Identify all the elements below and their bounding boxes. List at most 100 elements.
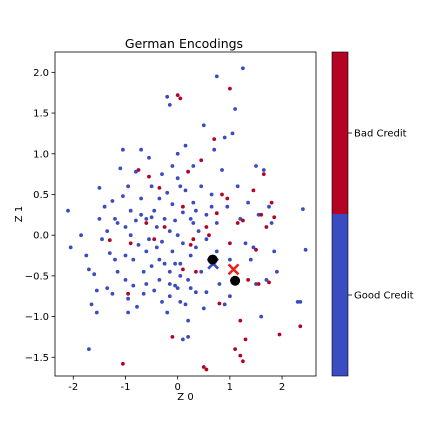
good-credit-point (89, 302, 94, 307)
good-credit-point (105, 229, 110, 234)
bad-credit-point (157, 186, 162, 190)
good-credit-point (135, 304, 139, 309)
good-credit-point (167, 282, 172, 286)
good-credit-point (246, 200, 251, 205)
good-credit-point (87, 267, 91, 272)
x-tick-label: -2 (68, 382, 78, 393)
good-credit-point (259, 314, 264, 319)
good-credit-point (201, 123, 206, 128)
bad-credit-point (254, 247, 258, 252)
good-credit-point (204, 212, 209, 217)
bad-credit-point (162, 225, 167, 229)
good-credit-point (141, 269, 146, 274)
good-credit-point (254, 282, 258, 286)
good-credit-point (181, 210, 185, 215)
good-credit-point (256, 212, 261, 217)
good-credit-point (214, 249, 219, 254)
bad-credit-point (228, 241, 232, 246)
good-credit-point (181, 337, 185, 342)
scatter-points (66, 66, 308, 372)
y-tick-label: 0.5 (33, 190, 49, 201)
bad-credit-point (228, 86, 232, 91)
good-credit-point (123, 225, 128, 229)
good-credit-point (267, 204, 271, 209)
good-credit-point (243, 241, 248, 246)
good-credit-point (303, 247, 308, 252)
centroid-markers (207, 254, 241, 286)
good-credit-point (191, 221, 196, 225)
bad-credit-point (241, 218, 245, 223)
x-tick-label: 2 (279, 382, 285, 393)
bad-credit-point (175, 93, 180, 97)
bad-credit-point (246, 278, 251, 282)
good-credit-point (222, 302, 227, 307)
good-credit-point (298, 300, 303, 304)
good-credit-point (295, 300, 300, 304)
good-credit-point (175, 176, 180, 181)
bad-credit-point (170, 335, 175, 339)
bad-credit-point (194, 269, 198, 274)
y-tick-label: 2.0 (33, 68, 49, 79)
bad-credit-point (298, 324, 303, 329)
bad-credit-point (277, 332, 282, 337)
bad-credit-point (220, 192, 224, 197)
good-credit-point (209, 204, 214, 209)
good-credit-point (186, 278, 191, 282)
good-credit-point (183, 143, 188, 148)
bad-credit-point (217, 301, 222, 306)
bad-credit-point (121, 361, 125, 366)
good-credit-point (178, 274, 183, 278)
good-credit-point (110, 199, 115, 203)
bad-credit-point (214, 211, 219, 216)
good-credit-point (186, 318, 191, 323)
good-credit-point (68, 245, 73, 250)
good-credit-point (105, 286, 110, 290)
bad-credit-point (144, 221, 149, 225)
good-credit-point (139, 147, 144, 152)
good-credit-point (115, 269, 120, 274)
centroid-b-marker (230, 275, 241, 286)
good-credit-point (87, 347, 91, 351)
good-credit-point (173, 218, 178, 223)
bad-credit-point (126, 291, 130, 296)
good-credit-point (181, 241, 185, 246)
bad-credit-point (204, 225, 209, 229)
good-credit-point (165, 94, 170, 99)
good-credit-point (261, 168, 266, 172)
good-credit-point (126, 310, 130, 315)
bad-credit-point (259, 212, 264, 217)
plot-area (54, 51, 317, 377)
good-credit-point (94, 288, 99, 293)
good-credit-point (194, 245, 198, 250)
good-credit-point (272, 249, 277, 254)
good-credit-point (167, 103, 172, 107)
good-credit-point (235, 184, 240, 189)
good-credit-point (183, 188, 188, 193)
good-credit-point (97, 217, 102, 221)
x-tick-label: -1 (120, 382, 130, 393)
good-credit-point (201, 306, 206, 311)
bad-credit-point (186, 169, 191, 174)
good-credit-point (188, 286, 193, 290)
bad-credit-point (238, 353, 243, 358)
y-tick-label: −1.5 (25, 353, 49, 364)
y-tick-label: 1.5 (33, 109, 49, 120)
bad-credit-point (264, 225, 269, 229)
good-credit-point (128, 208, 133, 213)
good-credit-point (84, 253, 89, 258)
good-credit-point (128, 233, 133, 238)
good-credit-point (66, 208, 70, 213)
good-credit-point (126, 184, 130, 189)
y-tick-label: 1.0 (33, 149, 49, 160)
good-credit-point (170, 249, 175, 254)
bad-centroid-marker (227, 263, 240, 276)
bad-credit-point (147, 174, 151, 179)
x-axis-label: Z 0 (177, 392, 193, 403)
good-credit-point (167, 229, 172, 234)
good-credit-point (214, 221, 219, 225)
x-axis-ticks: -2 -1 0 1 2 (68, 376, 285, 393)
bad-credit-point (256, 282, 261, 286)
good-credit-point (188, 217, 193, 221)
good-credit-point (186, 335, 191, 339)
bad-credit-point (238, 318, 243, 323)
